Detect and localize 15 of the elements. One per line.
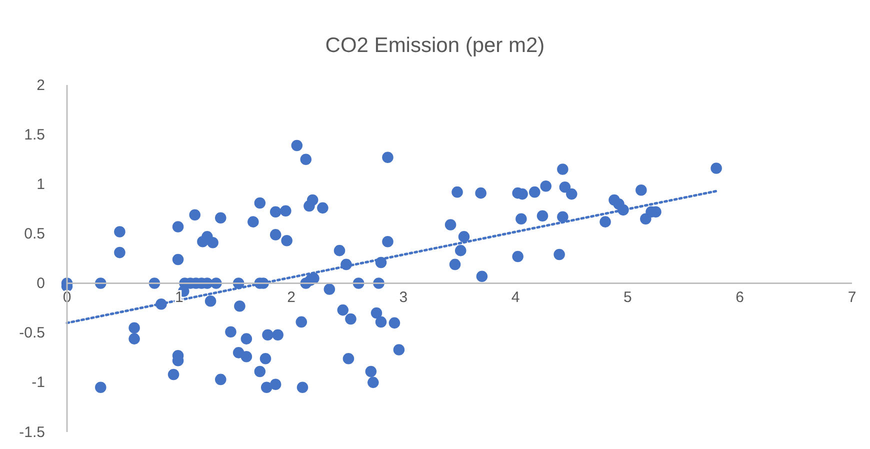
y-tick-label: 1 <box>36 176 45 193</box>
chart-title: CO2 Emission (per m2) <box>325 34 545 57</box>
y-tick-label: 0 <box>36 275 45 292</box>
x-tick-label: 6 <box>736 288 744 306</box>
x-tick-label: 5 <box>624 288 632 306</box>
x-tick-label: 7 <box>848 288 856 306</box>
x-tick-label: 3 <box>399 288 408 306</box>
x-tick-label: 4 <box>511 288 520 306</box>
x-tick-label: 2 <box>287 288 296 306</box>
y-tick-label: 2 <box>36 76 45 94</box>
y-tick-label: -1 <box>32 374 45 392</box>
y-tick-label: 1.5 <box>24 126 45 144</box>
y-tick-label: -1.5 <box>19 424 45 441</box>
y-tick-label: 0.5 <box>24 226 45 243</box>
y-tick-label: -0.5 <box>19 324 45 342</box>
